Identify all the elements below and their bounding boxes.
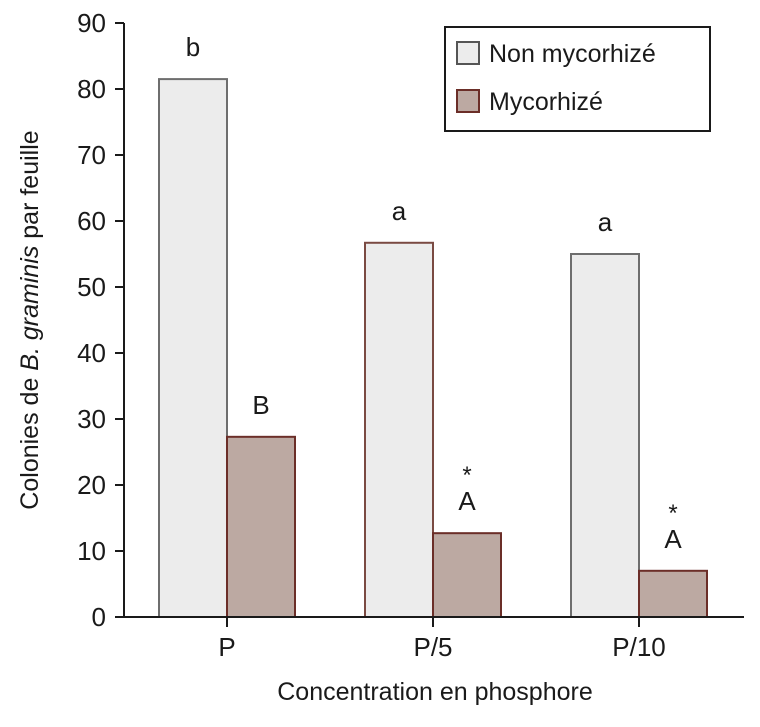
y-tick-label: 90 <box>77 8 106 38</box>
y-axis-title-italic: B. graminis <box>16 246 44 371</box>
y-tick-label: 80 <box>77 74 106 104</box>
y-tick-label: 50 <box>77 272 106 302</box>
significance-label: B <box>252 390 269 420</box>
bar <box>432 532 502 618</box>
legend-label-non-mycorhize: Non mycorhizé <box>489 40 656 68</box>
bar <box>158 78 228 619</box>
significance-star: * <box>462 462 471 489</box>
y-tick-label: 70 <box>77 140 106 170</box>
y-tick-label: 60 <box>77 206 106 236</box>
significance-label: A <box>458 486 476 516</box>
x-tick-label: P/5 <box>413 632 452 662</box>
y-tick-label: 30 <box>77 404 106 434</box>
legend-swatch-mycorhize <box>456 89 480 113</box>
significance-label: a <box>392 196 407 226</box>
legend-box <box>444 26 711 132</box>
x-axis-title: Concentration en phosphore <box>277 678 593 706</box>
significance-star: * <box>668 500 677 527</box>
bars <box>158 78 708 619</box>
y-tick-label: 40 <box>77 338 106 368</box>
bar <box>226 435 296 618</box>
y-tick-label: 0 <box>92 602 106 632</box>
x-tick-label: P <box>218 632 235 662</box>
legend-label-mycorhize: Mycorhizé <box>489 88 603 116</box>
significance-label: a <box>598 207 613 237</box>
significance-label: b <box>186 32 200 62</box>
bar <box>364 241 434 618</box>
x-tick-label: P/10 <box>612 632 666 662</box>
y-tick-label: 10 <box>77 536 106 566</box>
bar <box>638 569 708 618</box>
y-axis-title: Colonies de B. graminis par feuille <box>16 130 44 509</box>
y-axis-title-prefix: Colonies de <box>16 371 44 510</box>
y-tick-label: 20 <box>77 470 106 500</box>
legend: Non mycorhizé Mycorhizé <box>444 26 711 132</box>
significance-label: A <box>664 524 682 554</box>
legend-swatch-non-mycorhize <box>456 41 480 65</box>
y-axis-ticks: 0 10 20 30 40 50 60 70 80 90 <box>77 8 124 632</box>
x-axis-ticks: P P/5 P/10 <box>218 617 666 662</box>
y-axis-title-suffix: par feuille <box>16 130 44 245</box>
bar <box>570 253 640 618</box>
